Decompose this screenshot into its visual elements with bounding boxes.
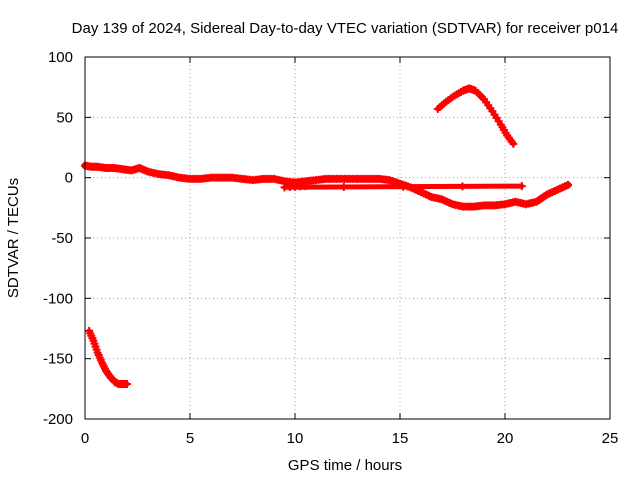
outliers-point xyxy=(339,183,348,192)
y-tick-label: -100 xyxy=(43,290,73,307)
lower-arc-point xyxy=(88,334,97,343)
main-band-point xyxy=(529,198,538,207)
outliers-point xyxy=(296,182,305,191)
main-band-point xyxy=(424,191,433,200)
main-band-point xyxy=(445,199,454,208)
y-tick-label: 0 xyxy=(65,170,73,187)
upper-arc-point xyxy=(501,128,510,137)
x-tick-label: 0 xyxy=(81,430,89,447)
upper-arc-point xyxy=(440,99,449,108)
y-tick-label: 100 xyxy=(48,49,73,66)
axis-ticks xyxy=(84,56,611,420)
plot-frame xyxy=(84,56,611,420)
x-tick-label: 20 xyxy=(497,430,514,447)
upper-arc-point xyxy=(477,93,486,102)
main-band-point xyxy=(382,175,391,184)
main-band-point xyxy=(540,192,549,201)
y-tick-label: -200 xyxy=(43,411,73,428)
x-tick-label: 5 xyxy=(186,430,194,447)
x-tick-label: 25 xyxy=(602,430,619,447)
lower-arc-point xyxy=(121,380,130,389)
y-tick-label: 50 xyxy=(56,109,73,126)
outliers-point xyxy=(399,182,408,191)
lower-arc-point xyxy=(96,355,105,364)
upper-arc-point xyxy=(448,93,457,102)
lower-arc-point xyxy=(104,369,113,378)
main-band-point xyxy=(435,194,444,203)
data-points xyxy=(81,84,572,389)
tick-labels: 0 5 10 15 20 25 -200 -150 -100 -50 0 50 100 xyxy=(43,49,618,447)
main-band-point xyxy=(561,182,570,191)
lower-arc-point xyxy=(92,345,101,354)
main-band-point xyxy=(550,186,559,195)
y-axis-label: SDTVAR / TECUs xyxy=(5,178,22,298)
x-tick-label: 15 xyxy=(392,430,409,447)
main-band-point xyxy=(141,166,150,175)
y-tick-label: -150 xyxy=(43,351,73,368)
y-tick-label: -50 xyxy=(51,230,73,247)
upper-arc-point xyxy=(486,104,495,113)
x-tick-label: 10 xyxy=(287,430,304,447)
upper-arc-point xyxy=(494,117,503,126)
grid-lines xyxy=(85,57,610,419)
upper-arc-point xyxy=(507,137,516,146)
outliers-point xyxy=(517,182,526,191)
chart-title: Day 139 of 2024, Sidereal Day-to-day VTE… xyxy=(72,20,619,37)
outliers-point xyxy=(458,182,467,191)
x-axis-label: GPS time / hours xyxy=(288,457,402,474)
